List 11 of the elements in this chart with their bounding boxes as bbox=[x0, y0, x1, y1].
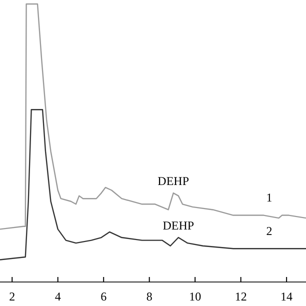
x-tick-label: 14 bbox=[280, 290, 293, 304]
x-tick-label: 8 bbox=[146, 290, 152, 304]
series-label: 2 bbox=[266, 224, 272, 238]
annotation: DEHP bbox=[162, 218, 194, 233]
series-label: 1 bbox=[266, 190, 272, 205]
x-tick-label: 6 bbox=[100, 290, 107, 304]
x-tick-label: 10 bbox=[189, 290, 202, 304]
x-tick-label: 2 bbox=[9, 290, 16, 304]
annotation: DEHP bbox=[158, 174, 190, 188]
x-tick-label: 12 bbox=[234, 290, 247, 304]
x-tick-label: 4 bbox=[54, 290, 61, 304]
